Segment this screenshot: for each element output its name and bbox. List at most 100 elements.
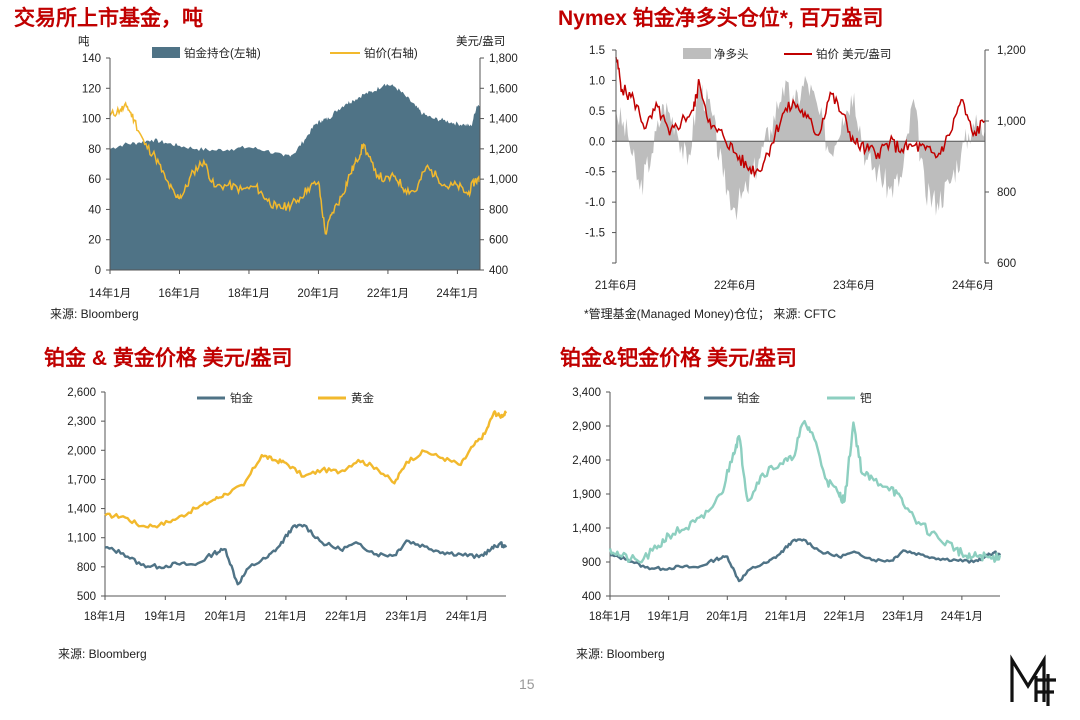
platinum-price-line — [109, 101, 481, 235]
y-tick-label: 2,400 — [572, 455, 601, 467]
x-tick-label: 22年1月 — [325, 609, 367, 623]
y-left-tick-label: -0.5 — [585, 167, 605, 179]
y-tick-label: 1,100 — [67, 533, 96, 545]
x-tick-label: 24年1月 — [436, 286, 478, 300]
source-note: 来源: Bloomberg — [576, 647, 665, 661]
right-axis-unit: 美元/盎司 — [456, 34, 505, 48]
x-tick-label: 19年1月 — [144, 609, 186, 623]
x-tick-label: 21年1月 — [265, 609, 307, 623]
y-tick-label: 2,300 — [67, 416, 96, 428]
y-left-tick-label: 20 — [88, 235, 101, 247]
y-right-tick-label: 600 — [997, 258, 1016, 270]
series-line-1 — [609, 538, 1002, 583]
x-tick-label: 20年1月 — [706, 609, 748, 623]
y-left-tick-label: 1.5 — [589, 45, 605, 57]
y-right-tick-label: 800 — [489, 204, 508, 216]
y-left-tick-label: 0.5 — [589, 106, 605, 118]
x-tick-label: 21年1月 — [765, 609, 807, 623]
x-tick-label: 18年1月 — [228, 286, 270, 300]
x-tick-label: 22年6月 — [714, 278, 756, 292]
legend-swatch — [152, 47, 180, 58]
x-tick-label: 23年1月 — [385, 609, 427, 623]
y-tick-label: 800 — [77, 562, 96, 574]
y-left-tick-label: 120 — [82, 83, 101, 95]
y-tick-label: 1,900 — [572, 489, 601, 501]
legend-label: 净多头 — [714, 47, 749, 61]
y-tick-label: 500 — [77, 591, 96, 603]
y-right-tick-label: 800 — [997, 187, 1016, 199]
y-tick-label: 1,700 — [67, 474, 96, 486]
x-tick-label: 23年6月 — [833, 278, 875, 292]
y-left-tick-label: 40 — [88, 204, 101, 216]
y-right-tick-label: 1,000 — [489, 174, 518, 186]
y-tick-label: 400 — [582, 591, 601, 603]
y-right-tick-label: 600 — [489, 235, 508, 247]
legend-label: 铂金 — [230, 391, 253, 405]
y-tick-label: 1,400 — [67, 504, 96, 516]
panel-title: 铂金 & 黄金价格 美元/盎司 — [44, 347, 293, 370]
legend-label: 钯 — [860, 392, 872, 405]
platinum-price-line — [615, 57, 986, 179]
legend-label: 铂金 — [737, 391, 760, 405]
x-tick-label: 24年6月 — [952, 278, 994, 292]
y-left-tick-label: 60 — [88, 174, 101, 186]
series-line-2 — [608, 419, 1002, 564]
x-tick-label: 14年1月 — [89, 286, 131, 300]
panel-title: 铂金&钯金价格 美元/盎司 — [560, 347, 797, 370]
x-tick-label: 20年1月 — [205, 609, 247, 623]
legend-label: 铂价(右轴) — [364, 46, 418, 60]
y-left-tick-label: 100 — [82, 114, 101, 126]
x-tick-label: 21年6月 — [595, 278, 637, 292]
y-right-tick-label: 1,200 — [489, 144, 518, 156]
y-tick-label: 3,400 — [572, 387, 601, 399]
page-number: 15 — [519, 676, 535, 692]
x-tick-label: 18年1月 — [84, 609, 126, 623]
legend-swatch — [683, 48, 711, 59]
x-tick-label: 23年1月 — [882, 609, 924, 623]
x-tick-label: 24年1月 — [446, 609, 488, 623]
panel-title: Nymex 铂金净多头仓位*, 百万盎司 — [558, 7, 884, 30]
series-line-1 — [104, 523, 508, 586]
legend-label: 铂金持仓(左轴) — [184, 46, 261, 60]
y-left-tick-label: -1.0 — [585, 197, 605, 209]
y-left-tick-label: 0.0 — [589, 136, 605, 148]
series-line-2 — [104, 410, 508, 529]
legend-label: 黄金 — [351, 391, 374, 405]
y-tick-label: 2,600 — [67, 387, 96, 399]
x-tick-label: 18年1月 — [589, 609, 631, 623]
y-left-tick-label: -1.5 — [585, 228, 605, 240]
y-right-tick-label: 1,600 — [489, 83, 518, 95]
panel-title: 交易所上市基金，吨 — [14, 7, 203, 30]
x-tick-label: 19年1月 — [648, 609, 690, 623]
x-tick-label: 24年1月 — [941, 609, 983, 623]
x-tick-label: 20年1月 — [297, 286, 339, 300]
y-left-tick-label: 140 — [82, 53, 101, 65]
source-note: *管理基金(Managed Money)仓位； 来源: CFTC — [584, 307, 837, 321]
left-axis-unit: 吨 — [78, 35, 90, 48]
y-right-tick-label: 400 — [489, 265, 508, 277]
y-right-tick-label: 1,200 — [997, 45, 1026, 57]
company-logo — [1010, 654, 1056, 706]
y-tick-label: 1,400 — [572, 523, 601, 535]
y-tick-label: 2,000 — [67, 445, 96, 457]
legend-label: 铂价 美元/盎司 — [816, 47, 891, 61]
x-tick-label: 16年1月 — [158, 286, 200, 300]
y-tick-label: 900 — [582, 557, 601, 569]
y-left-tick-label: 1.0 — [589, 75, 605, 87]
y-right-tick-label: 1,800 — [489, 53, 518, 65]
net-long-area — [616, 75, 985, 221]
x-tick-label: 22年1月 — [823, 609, 865, 623]
y-right-tick-label: 1,000 — [997, 116, 1026, 128]
source-note: 来源: Bloomberg — [50, 307, 139, 321]
y-right-tick-label: 1,400 — [489, 114, 518, 126]
y-left-tick-label: 0 — [95, 265, 101, 277]
x-tick-label: 22年1月 — [367, 286, 409, 300]
source-note: 来源: Bloomberg — [58, 647, 147, 661]
y-left-tick-label: 80 — [88, 144, 101, 156]
holdings-area — [110, 83, 480, 270]
y-tick-label: 2,900 — [572, 421, 601, 433]
